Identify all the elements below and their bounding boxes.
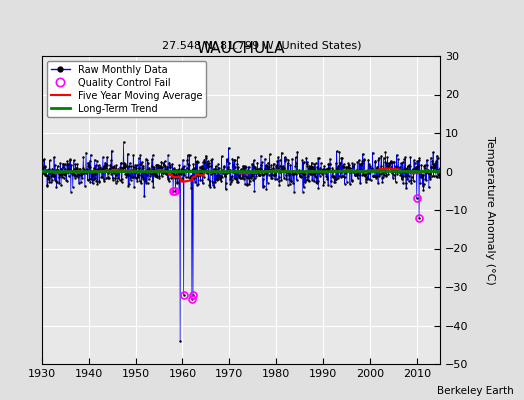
Y-axis label: Temperature Anomaly (°C): Temperature Anomaly (°C) bbox=[485, 136, 495, 284]
Legend: Raw Monthly Data, Quality Control Fail, Five Year Moving Average, Long-Term Tren: Raw Monthly Data, Quality Control Fail, … bbox=[47, 61, 206, 117]
Text: Berkeley Earth: Berkeley Earth bbox=[437, 386, 514, 396]
Title: WAUCHULA: WAUCHULA bbox=[197, 41, 285, 56]
Text: 27.548 N, 81.799 W (United States): 27.548 N, 81.799 W (United States) bbox=[162, 40, 362, 50]
